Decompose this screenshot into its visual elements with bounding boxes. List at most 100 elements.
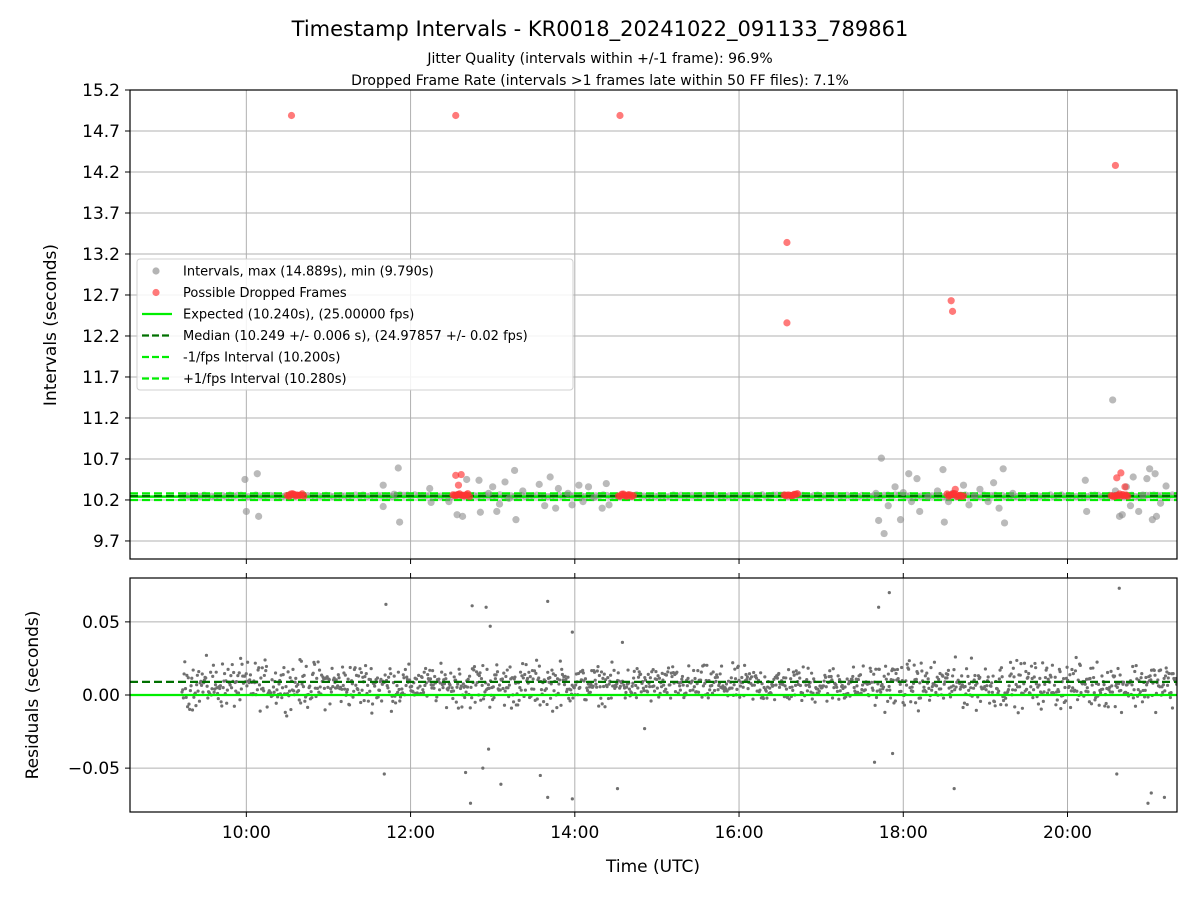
residual-point (519, 688, 523, 692)
residual-point (502, 671, 506, 675)
residual-point (500, 677, 504, 681)
residual-point (257, 666, 261, 670)
interval-point (916, 507, 924, 516)
residual-point (1000, 675, 1004, 679)
residual-point (1102, 683, 1106, 687)
interval-point (590, 493, 598, 502)
residual-point (219, 700, 223, 704)
residual-point (562, 683, 567, 687)
residual-point (1089, 702, 1094, 706)
interval-point (905, 470, 913, 478)
residual-point (518, 685, 522, 690)
residual-point (886, 672, 890, 676)
residual-point (375, 676, 380, 680)
residual-point (1052, 683, 1057, 687)
residual-point (434, 699, 438, 703)
residual-point (211, 663, 216, 667)
bottom-plot-frame (129, 577, 1178, 813)
residual-point (793, 683, 798, 687)
residual-point (1159, 668, 1163, 672)
residual-point (1059, 707, 1063, 711)
residual-point (858, 673, 863, 677)
residual-point (973, 673, 977, 678)
residual-point (501, 686, 505, 691)
interval-point (1135, 507, 1143, 516)
residual-point (1018, 685, 1022, 689)
residual-point (861, 664, 865, 668)
residual-point (459, 684, 463, 688)
residual-point (432, 686, 436, 690)
residual-point (444, 677, 448, 681)
residual-point (907, 659, 911, 663)
residual-point (1046, 677, 1050, 681)
residual-point (1011, 666, 1015, 670)
residual-point (1007, 684, 1011, 688)
residual-point (296, 682, 300, 687)
residual-point (812, 677, 816, 681)
residual-point (1083, 682, 1087, 686)
residual-point (1073, 669, 1078, 673)
residual-point (884, 677, 888, 681)
interval-point (1162, 482, 1170, 490)
interval-point (379, 481, 387, 489)
residual-point (337, 676, 341, 680)
residual-point (544, 687, 548, 691)
residual-point (1029, 664, 1034, 668)
residual-point (316, 660, 320, 664)
residual-point (296, 689, 301, 693)
residual-point (1004, 703, 1008, 707)
residual-point (759, 671, 763, 675)
residual-point (1169, 691, 1173, 695)
residual-point (301, 684, 306, 689)
residual-point (541, 700, 546, 704)
residual-point (521, 676, 525, 680)
legend-label: Median (10.249 +/- 0.006 s), (24.97857 +… (183, 329, 528, 344)
interval-point (990, 479, 998, 487)
interval-point (940, 518, 948, 526)
residual-point (363, 675, 367, 679)
residual-point (285, 714, 289, 718)
residual-point (1165, 683, 1170, 687)
residual-point (1115, 685, 1119, 690)
residual-point (196, 689, 200, 693)
residual-point (396, 690, 400, 694)
residual-point (280, 696, 284, 700)
residual-point (953, 655, 957, 659)
residual-point (927, 686, 931, 690)
residual-point (535, 697, 539, 701)
residual-point (805, 689, 810, 693)
residual-point (794, 669, 798, 673)
residual-point (952, 668, 956, 672)
residual-point (649, 699, 653, 703)
top-y-tick-label: 13.2 (82, 245, 120, 265)
residual-point (1070, 667, 1074, 672)
residual-point (552, 689, 556, 693)
residual-point (768, 686, 772, 690)
interval-point (426, 484, 434, 493)
residual-point (655, 686, 659, 690)
residual-point (898, 682, 902, 686)
residual-point (1034, 666, 1038, 670)
residual-point (282, 665, 286, 670)
dropped-frame-point (783, 238, 791, 247)
residual-point (960, 674, 964, 678)
dropped-frame-point (1111, 161, 1120, 170)
residual-point (1011, 688, 1015, 692)
residual-point (740, 675, 744, 680)
residual-point (641, 686, 645, 690)
residual-point (1112, 674, 1117, 678)
residual-point (966, 674, 970, 678)
dropped-frame-point (1113, 474, 1121, 482)
residual-point (1038, 676, 1042, 681)
residual-point (749, 675, 754, 679)
residual-point (600, 702, 604, 706)
residual-point (962, 701, 967, 705)
residual-point (758, 688, 762, 692)
residual-point (810, 697, 814, 701)
residual-point (477, 673, 481, 678)
residual-point (971, 686, 976, 690)
residual-point (387, 675, 391, 679)
residual-point (599, 670, 604, 674)
residual-point (1119, 710, 1124, 715)
interval-point (541, 502, 549, 510)
